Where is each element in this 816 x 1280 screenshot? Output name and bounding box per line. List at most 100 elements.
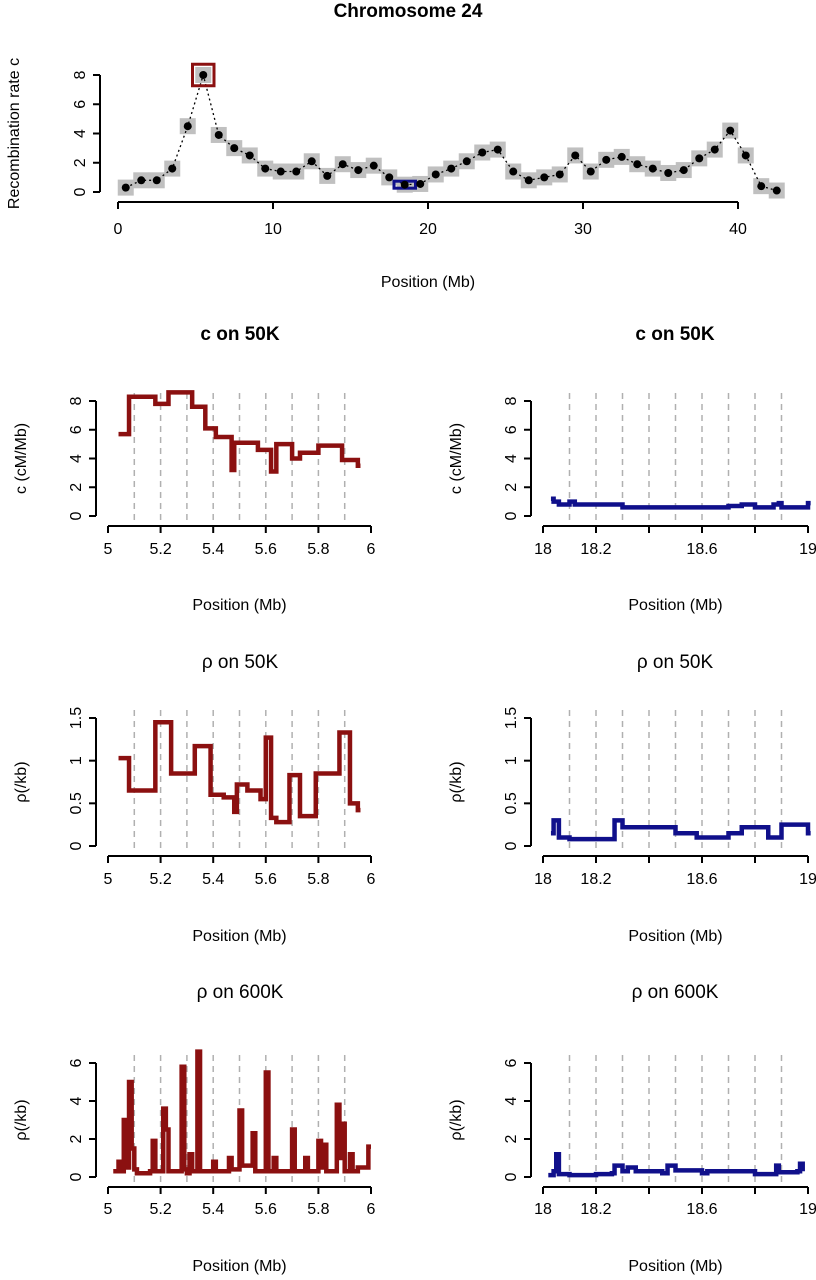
y-tick-label: 4 <box>503 454 520 463</box>
point <box>183 122 192 131</box>
x-tick-label: 5.8 <box>307 871 329 888</box>
point <box>679 166 688 175</box>
y-tick-label: 4 <box>68 1096 85 1105</box>
point <box>633 160 642 169</box>
point <box>137 176 146 185</box>
y-tick-label: 0 <box>503 1172 520 1181</box>
point <box>493 145 502 154</box>
point <box>121 183 130 192</box>
y-tick-label: 1 <box>503 756 520 765</box>
point <box>555 170 564 179</box>
x-tick-label: 19 <box>799 1201 816 1218</box>
point <box>338 160 347 169</box>
x-tick-label: 20 <box>419 221 437 238</box>
chart-title: ρ on 600K <box>197 982 284 1003</box>
y-tick-label: 6 <box>72 100 89 109</box>
point <box>509 167 518 176</box>
y-axis-label: c (cM/Mb) <box>448 423 465 494</box>
y-tick-label: 4 <box>503 1096 520 1105</box>
point <box>416 179 425 188</box>
point <box>602 155 611 164</box>
y-tick-label: 8 <box>68 396 85 405</box>
point <box>772 186 781 195</box>
x-tick-label: 5.6 <box>255 871 277 888</box>
y-tick-label: 2 <box>68 1134 85 1143</box>
point <box>571 151 580 160</box>
x-tick-label: 18.6 <box>686 1201 717 1218</box>
x-tick-label: 10 <box>264 221 282 238</box>
x-tick-label: 5.4 <box>202 1201 224 1218</box>
highlight <box>191 62 216 88</box>
y-axis-label: c (cM/Mb) <box>13 423 30 494</box>
point <box>447 164 456 173</box>
point <box>757 182 766 191</box>
point <box>369 161 378 170</box>
chart-title: ρ on 50K <box>637 652 714 673</box>
y-tick-label: 1.5 <box>503 707 520 729</box>
x-tick-label: 5 <box>104 541 113 558</box>
point <box>431 170 440 179</box>
y-tick-label: 6 <box>68 1058 85 1067</box>
y-tick-label: 6 <box>503 1058 520 1067</box>
point <box>323 171 332 180</box>
point <box>168 164 177 173</box>
x-tick-label: 18.6 <box>686 871 717 888</box>
point <box>276 167 285 176</box>
point <box>617 152 626 161</box>
point <box>199 71 208 79</box>
point <box>710 145 719 154</box>
y-tick-label: 0 <box>503 841 520 850</box>
point <box>540 173 549 182</box>
chart-title: Chromosome 24 <box>334 1 483 22</box>
x-axis-label: Position (Mb) <box>381 274 475 291</box>
y-tick-label: 1 <box>68 756 85 765</box>
x-tick-label: 30 <box>574 221 592 238</box>
x-tick-label: 18.2 <box>580 871 611 888</box>
point <box>586 167 595 176</box>
x-axis-label: Position (Mb) <box>192 1258 286 1275</box>
step-line <box>548 1151 805 1178</box>
y-tick-label: 0 <box>72 187 89 196</box>
x-tick-label: 6 <box>367 871 376 888</box>
y-tick-label: 2 <box>68 483 85 492</box>
chart-title: ρ on 50K <box>202 652 279 673</box>
x-axis-label: Position (Mb) <box>628 1258 722 1275</box>
y-axis-label: ρ(/kb) <box>13 761 30 802</box>
x-tick-label: 5.8 <box>307 1201 329 1218</box>
point <box>462 157 471 166</box>
point <box>400 180 409 189</box>
y-tick-label: 6 <box>503 425 520 434</box>
point <box>292 167 301 176</box>
x-axis-label: Position (Mb) <box>628 597 722 614</box>
x-tick-label: 40 <box>729 221 747 238</box>
y-tick-label: 0 <box>503 511 520 520</box>
x-tick-label: 18.2 <box>580 1201 611 1218</box>
x-tick-label: 18.2 <box>580 541 611 558</box>
y-tick-label: 4 <box>68 454 85 463</box>
step-line <box>118 720 361 825</box>
x-tick-label: 5.6 <box>255 1201 277 1218</box>
x-tick-label: 5.2 <box>149 1201 171 1218</box>
x-tick-label: 19 <box>799 871 816 888</box>
y-tick-label: 8 <box>503 396 520 405</box>
step-line <box>550 496 811 510</box>
y-tick-label: 0 <box>68 841 85 850</box>
point <box>726 126 735 135</box>
x-tick-label: 5 <box>104 871 113 888</box>
x-tick-label: 18 <box>534 541 552 558</box>
point <box>385 173 394 182</box>
x-tick-label: 5.2 <box>149 871 171 888</box>
y-tick-label: 8 <box>72 70 89 79</box>
point <box>245 151 254 160</box>
y-tick-label: 1.5 <box>68 707 85 729</box>
y-tick-label: 4 <box>72 129 89 138</box>
y-axis-label: ρ(/kb) <box>13 1099 30 1140</box>
y-axis-label: Recombination rate c <box>6 58 23 209</box>
point <box>214 130 223 139</box>
y-tick-label: 6 <box>68 425 85 434</box>
point <box>307 157 316 166</box>
x-tick-label: 5.6 <box>255 541 277 558</box>
x-tick-label: 18.6 <box>686 541 717 558</box>
point <box>695 154 704 163</box>
x-tick-label: 5.4 <box>202 871 224 888</box>
